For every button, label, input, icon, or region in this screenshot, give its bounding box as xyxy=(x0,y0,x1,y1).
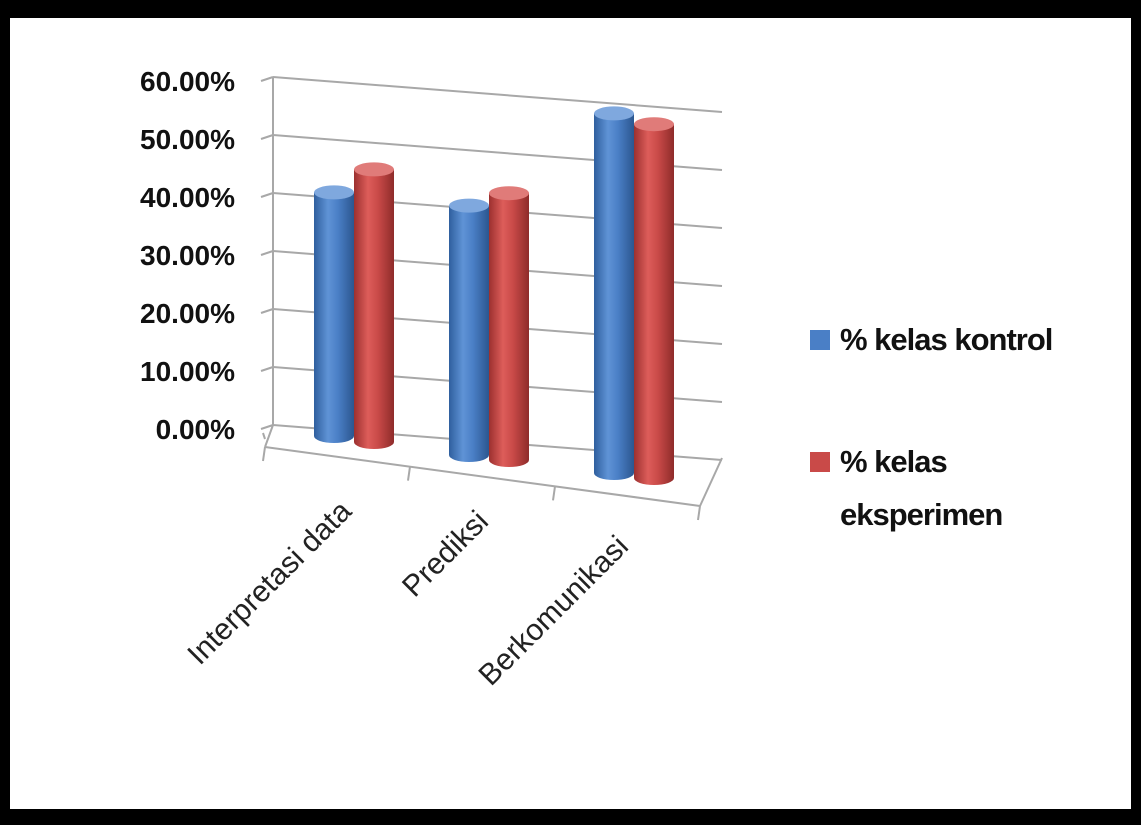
y-tick-label: 10.00% xyxy=(140,356,235,387)
x-category-label: Interpretasi data xyxy=(181,494,358,671)
bar-top xyxy=(489,186,529,201)
y-tick-mark xyxy=(260,76,274,82)
y-tick-mark xyxy=(260,366,274,372)
y-tick-label: 60.00% xyxy=(140,66,235,97)
bar xyxy=(314,185,354,443)
bar xyxy=(634,117,674,485)
y-tick-label: 50.00% xyxy=(140,124,235,155)
legend-label: % kelas xyxy=(840,444,947,479)
y-tick-label: 0.00% xyxy=(156,414,235,445)
floor-left-edge xyxy=(264,424,274,448)
y-tick-mark xyxy=(260,308,274,314)
axis-corner xyxy=(262,432,266,440)
y-tick-mark xyxy=(260,192,274,198)
chart-bars xyxy=(314,106,674,485)
floor-front-edge xyxy=(264,446,701,507)
bar-top xyxy=(354,162,394,177)
bar-top xyxy=(314,185,354,200)
y-tick-label: 30.00% xyxy=(140,240,235,271)
bar xyxy=(449,198,489,462)
gridline xyxy=(272,76,723,113)
chart-frame: 0.00% 10.00% 20.00% 30.00% 40.00% 50.00% 60.00… xyxy=(10,18,1131,809)
y-tick-mark xyxy=(260,424,274,430)
bar xyxy=(489,186,529,467)
x-category-label: Prediksi xyxy=(396,505,495,604)
x-tick-mark xyxy=(407,466,411,481)
bar-top xyxy=(634,117,674,132)
legend-swatch xyxy=(810,330,830,350)
bar-body xyxy=(489,193,529,467)
bar-top xyxy=(594,106,634,121)
bar-body xyxy=(634,124,674,485)
legend-item: % kelas kontrol xyxy=(810,322,1053,357)
bar-body xyxy=(314,192,354,443)
legend-label: eksperimen xyxy=(840,497,1002,532)
y-tick-mark xyxy=(260,134,274,140)
legend-item: % kelas eksperimen xyxy=(810,444,1003,532)
y-tick-mark xyxy=(260,250,274,256)
y-tick-label: 40.00% xyxy=(140,182,235,213)
x-tick-mark xyxy=(262,446,266,462)
x-category-label: Berkomunikasi xyxy=(472,530,634,692)
bar-body xyxy=(449,205,489,462)
legend: % kelas kontrol % kelas eksperimen xyxy=(810,322,1053,532)
legend-label: % kelas kontrol xyxy=(840,322,1052,357)
legend-swatch xyxy=(810,452,830,472)
y-tick-label: 20.00% xyxy=(140,298,235,329)
x-tick-mark xyxy=(697,505,701,521)
bar-body xyxy=(354,169,394,449)
floor-right-edge xyxy=(699,457,723,507)
x-tick-mark xyxy=(552,486,556,501)
y-tick-labels: 0.00% 10.00% 20.00% 30.00% 40.00% 50.00% 60.00… xyxy=(140,66,235,445)
bar-chart: 0.00% 10.00% 20.00% 30.00% 40.00% 50.00% 60.00… xyxy=(140,66,1053,692)
bar xyxy=(594,106,634,481)
bar xyxy=(354,162,394,449)
bar-body xyxy=(594,113,634,481)
bar-top xyxy=(449,198,489,213)
